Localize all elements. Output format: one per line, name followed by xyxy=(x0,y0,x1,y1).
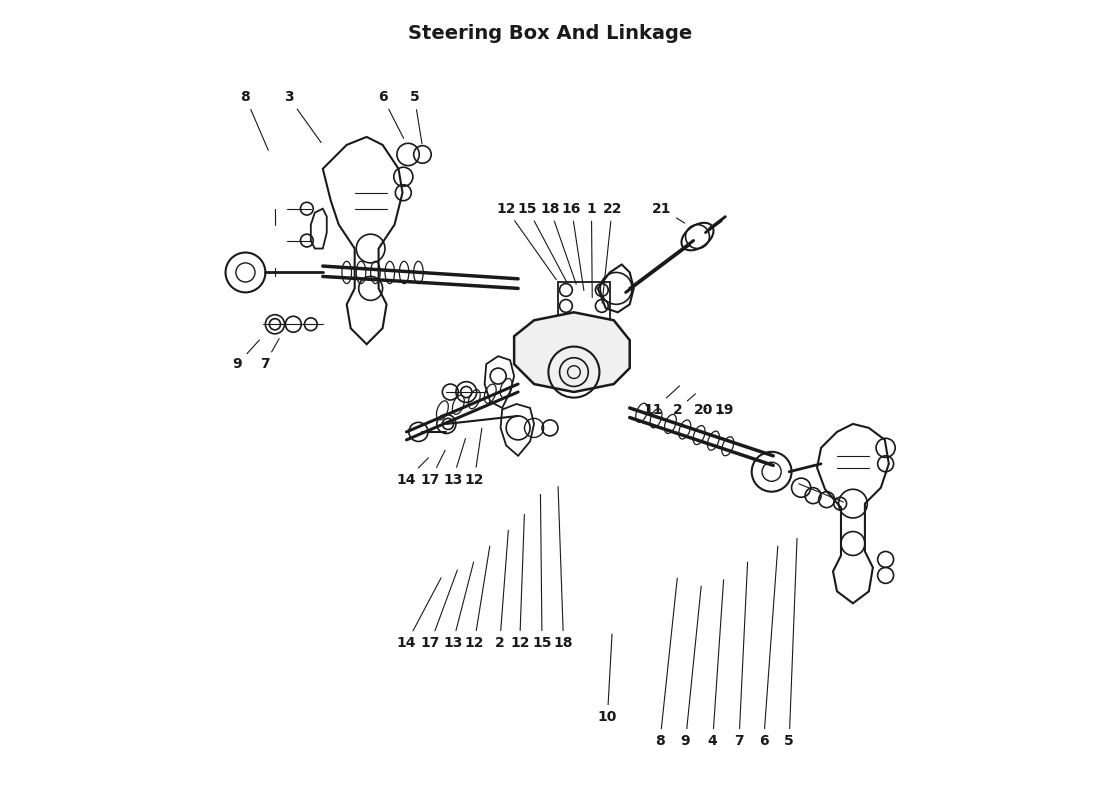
Text: 20: 20 xyxy=(693,402,713,417)
Text: 11: 11 xyxy=(644,386,680,417)
Text: 5: 5 xyxy=(784,538,798,748)
Text: 16: 16 xyxy=(562,202,584,290)
Text: 8: 8 xyxy=(241,90,268,150)
Text: 7: 7 xyxy=(260,338,279,371)
Text: 3: 3 xyxy=(284,90,321,142)
Text: 12: 12 xyxy=(496,202,557,280)
Text: 19: 19 xyxy=(714,402,734,417)
Text: 2: 2 xyxy=(495,530,508,650)
Text: 12: 12 xyxy=(464,428,484,486)
Text: 18: 18 xyxy=(553,486,573,650)
Text: 6: 6 xyxy=(759,546,778,748)
Text: 14: 14 xyxy=(397,458,429,486)
Text: 7: 7 xyxy=(734,562,748,748)
Text: 5: 5 xyxy=(409,90,422,144)
Text: 15: 15 xyxy=(532,494,552,650)
Text: Steering Box And Linkage: Steering Box And Linkage xyxy=(408,24,692,42)
Text: 22: 22 xyxy=(602,202,621,303)
Text: 2: 2 xyxy=(673,394,695,417)
Text: 21: 21 xyxy=(652,202,685,223)
Text: 17: 17 xyxy=(420,570,458,650)
Text: 15: 15 xyxy=(518,202,567,281)
Text: 12: 12 xyxy=(464,546,490,650)
Text: 18: 18 xyxy=(540,202,576,284)
Text: 13: 13 xyxy=(443,562,474,650)
Text: 4: 4 xyxy=(707,580,724,748)
Text: 1: 1 xyxy=(586,202,596,298)
Polygon shape xyxy=(514,312,629,392)
Text: 14: 14 xyxy=(397,578,441,650)
Text: 17: 17 xyxy=(420,450,446,486)
Text: 12: 12 xyxy=(510,514,529,650)
Text: 8: 8 xyxy=(656,578,678,748)
Text: 6: 6 xyxy=(377,90,404,138)
Text: 10: 10 xyxy=(597,634,617,724)
Text: 9: 9 xyxy=(681,586,701,748)
Text: 13: 13 xyxy=(443,438,465,486)
Text: 9: 9 xyxy=(233,340,260,371)
Bar xyxy=(558,282,609,320)
